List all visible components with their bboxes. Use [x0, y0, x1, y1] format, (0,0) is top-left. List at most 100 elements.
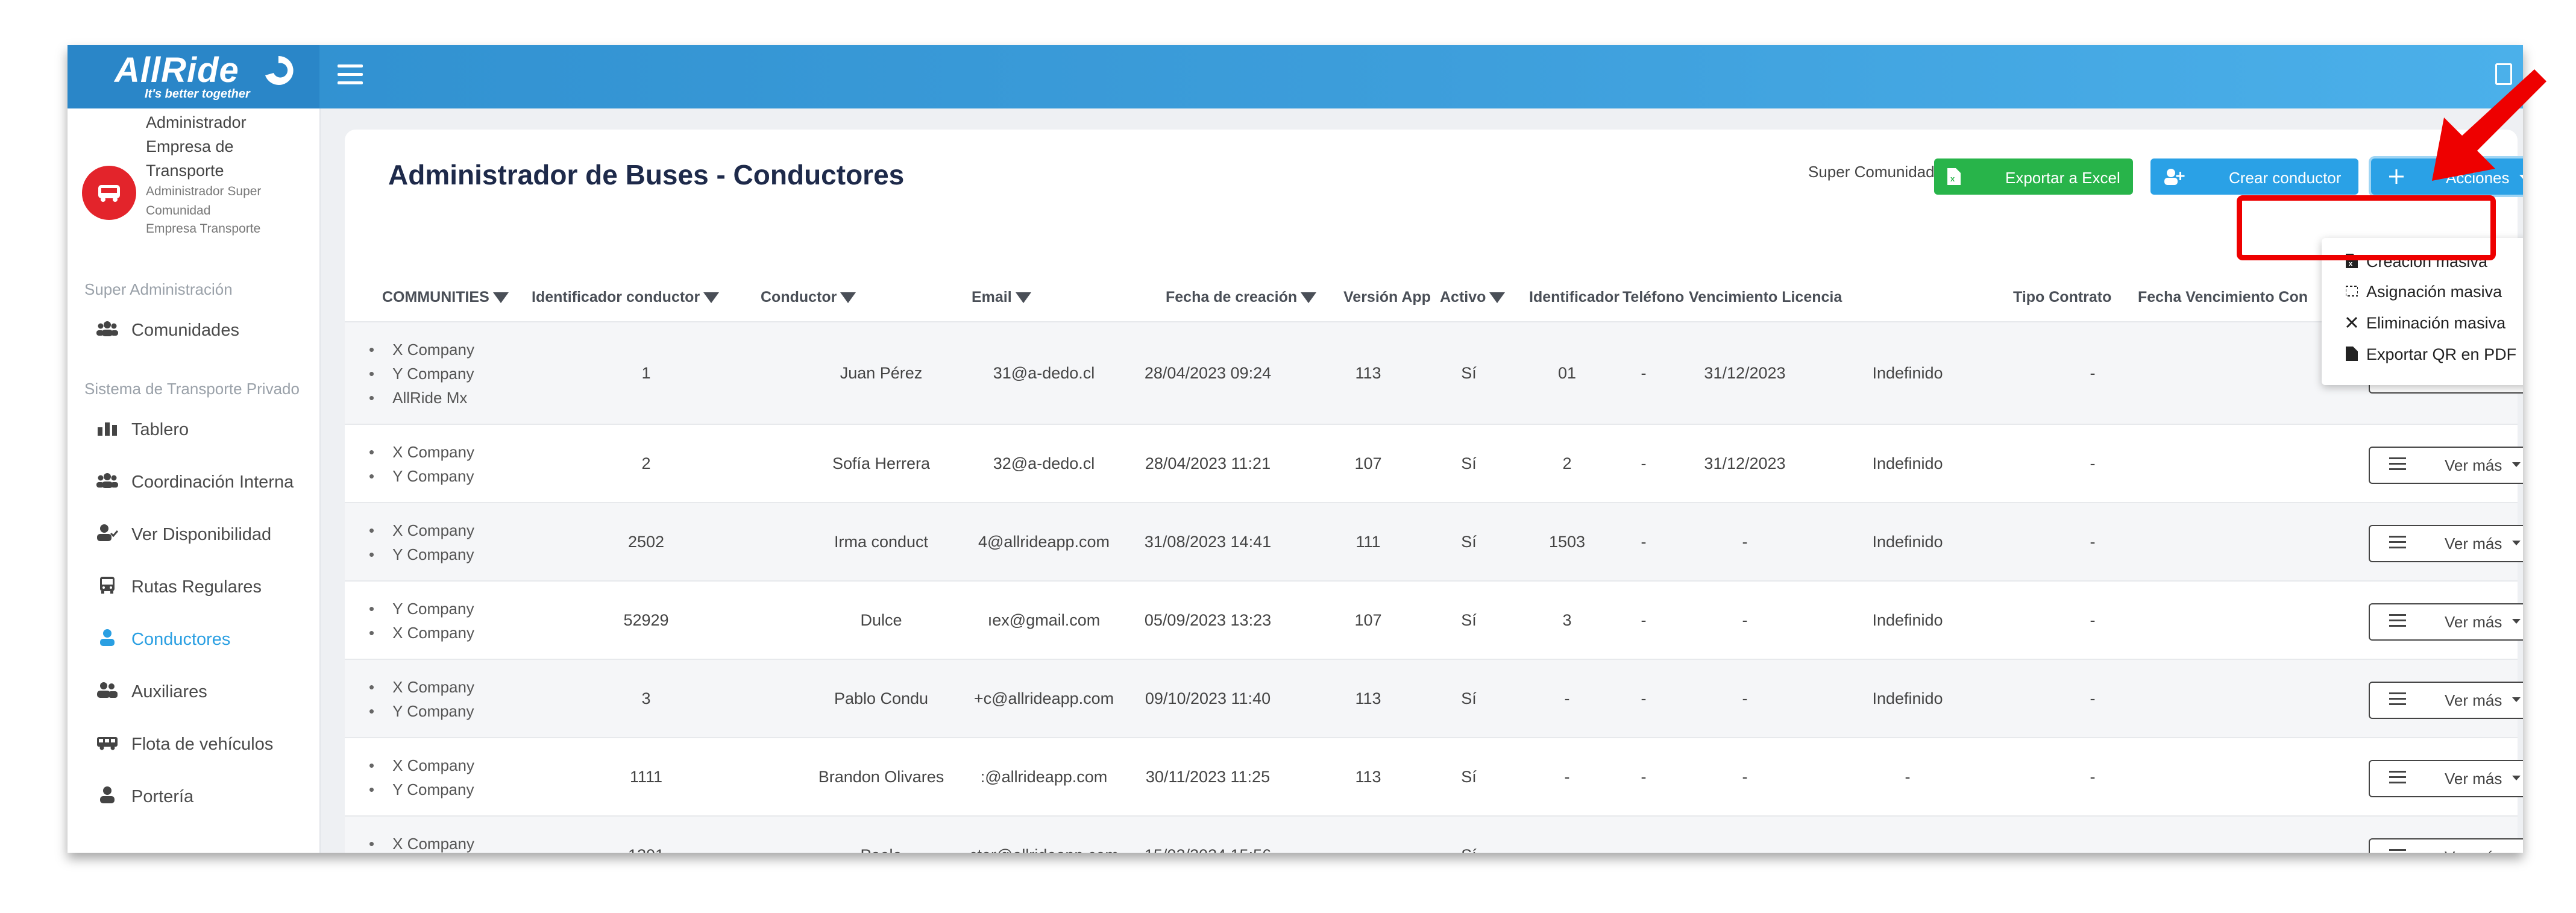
contract-expiry-cell: - — [2090, 454, 2096, 472]
app-version-cell: 107 — [1354, 454, 1382, 472]
filter-icon[interactable] — [1489, 292, 1506, 304]
col-telefono-header[interactable]: Teléfono — [1623, 289, 1684, 306]
sidebar-item-auxiliares[interactable]: Auxiliares — [84, 674, 313, 710]
col-identificador-conductor-header[interactable]: Identificador conductor — [532, 289, 720, 306]
chevron-down-icon — [2512, 541, 2521, 545]
sidebar-item-comunidades[interactable]: Comunidades — [84, 312, 313, 348]
menu-icon[interactable] — [338, 64, 363, 87]
community-item: X Company — [369, 675, 474, 699]
identificador-cell: 1503 — [1548, 533, 1586, 551]
driver-id-cell: 1 — [641, 364, 651, 382]
sidebar-item-disponibilidad[interactable]: Ver Disponibilidad — [84, 516, 313, 553]
excel-file-icon: x — [1947, 168, 1961, 185]
col-conductor-header[interactable]: Conductor — [761, 289, 856, 306]
assign-icon — [2346, 286, 2358, 296]
col-email-header[interactable]: Email — [972, 289, 1031, 306]
export-excel-button[interactable]: x Exportar a Excel — [1934, 158, 2133, 195]
filter-icon[interactable] — [1015, 292, 1031, 304]
community-item: X Company — [369, 832, 474, 853]
app-version-cell: 113 — [1355, 689, 1381, 707]
table-row: X CompanyY CompanyAllRide Mx 1 Juan Pérez 3… — [345, 321, 2523, 425]
created-date-cell: 30/11/2023 11:25 — [1145, 768, 1271, 786]
acciones-button[interactable]: Acciones — [2371, 158, 2523, 195]
avatar — [82, 166, 136, 220]
sidebar-item-label: Conductores — [131, 630, 231, 649]
app-version-cell: - — [1366, 846, 1371, 853]
col-fecha-vencimiento-con-header[interactable]: Fecha Vencimiento Con — [2138, 289, 2308, 306]
driver-name-cell: Sofía Herrera — [832, 454, 931, 472]
chevron-down-icon — [2512, 776, 2521, 780]
sidebar-item-label: Coordinación Interna — [131, 472, 294, 492]
sidebar-item-label: Tablero — [131, 420, 189, 439]
bus-side-icon — [97, 737, 118, 750]
contract-type-cell: Indefinido — [1872, 364, 1943, 382]
crear-conductor-label: Crear conductor — [2229, 169, 2342, 187]
col-fecha-creacion-header[interactable]: Fecha de creación — [1166, 289, 1317, 306]
panel-toggle-icon[interactable] — [2495, 63, 2512, 85]
filter-icon[interactable] — [492, 292, 509, 304]
filter-icon[interactable] — [1301, 292, 1317, 304]
menu-item-label: Asignación masiva — [2366, 283, 2502, 301]
menu-item-exportar-qr[interactable]: Exportar QR en PDF — [2322, 338, 2523, 369]
sidebar-item-coordinacion[interactable]: Coordinación Interna — [84, 464, 313, 500]
sidebar-item-flota[interactable]: Flota de vehículos — [84, 726, 313, 762]
list-icon — [2389, 457, 2406, 474]
created-date-cell: 09/10/2023 11:40 — [1145, 689, 1271, 707]
app-version-cell: 113 — [1355, 768, 1381, 786]
svg-text:x: x — [1950, 174, 1955, 183]
users-icon — [96, 321, 118, 336]
table-row: X CompanyY Company 1301 Paola ctor@allridea… — [345, 815, 2523, 853]
user-role-line: Administrador — [146, 113, 247, 131]
table-row: Y CompanyX Company 52929 Dulce ıex@gmail.co… — [345, 580, 2523, 660]
table-row: X CompanyY Company 2 Sofía Herrera 32@a-ded… — [345, 424, 2523, 503]
close-icon — [2346, 316, 2358, 328]
col-activo-header[interactable]: Activo — [1440, 289, 1506, 306]
filter-icon[interactable] — [703, 292, 720, 304]
community-item: Y Company — [369, 542, 474, 566]
sidebar-item-label: Comunidades — [131, 321, 239, 340]
col-communities-header[interactable]: COMMUNITIES — [382, 289, 509, 306]
logo[interactable]: AllRide It's better together — [68, 45, 319, 108]
menu-item-label: Exportar QR en PDF — [2366, 345, 2517, 363]
col-tipo-contrato-header[interactable]: Tipo Contrato — [2013, 289, 2111, 306]
sidebar-item-tablero[interactable]: Tablero — [84, 412, 313, 448]
chevron-down-icon — [2519, 175, 2523, 180]
ver-mas-button[interactable]: Ver más — [2369, 682, 2523, 719]
col-version-app-header[interactable]: Versión App — [1343, 289, 1431, 306]
sidebar-item-porteria[interactable]: Portería — [84, 779, 313, 815]
contract-type-cell: Indefinido — [1872, 454, 1943, 472]
column-header-label: Email — [972, 289, 1012, 306]
acciones-label: Acciones — [2446, 169, 2510, 187]
ver-mas-button[interactable]: Ver más — [2369, 838, 2523, 853]
user-icon — [100, 786, 115, 803]
column-header-label: Teléfono — [1623, 289, 1685, 306]
ver-mas-button[interactable]: Ver más — [2369, 525, 2523, 562]
driver-id-cell: 2 — [641, 454, 651, 472]
driver-id-cell: 52929 — [623, 611, 669, 629]
active-cell: Sí — [1461, 611, 1477, 629]
identificador-cell: - — [1564, 689, 1570, 707]
driver-id-cell: 1301 — [628, 846, 664, 853]
communities-list: X CompanyY Company — [369, 832, 474, 853]
ver-mas-button[interactable]: Ver más — [2369, 603, 2523, 641]
driver-id-cell: 2502 — [627, 533, 665, 551]
menu-item-eliminacion-masiva[interactable]: Eliminación masiva — [2322, 307, 2523, 338]
license-expiry-cell: - — [1742, 768, 1748, 786]
column-header-label: COMMUNITIES — [382, 289, 489, 306]
ver-mas-button[interactable]: Ver más — [2369, 447, 2523, 484]
filter-icon[interactable] — [840, 292, 856, 304]
contract-expiry-cell: - — [2090, 846, 2096, 853]
ver-mas-button[interactable]: Ver más — [2369, 760, 2523, 797]
driver-name-cell: Pablo Condu — [834, 689, 929, 707]
identificador-cell: - — [1565, 846, 1570, 853]
menu-item-asignacion-masiva[interactable]: Asignación masiva — [2322, 275, 2523, 307]
list-icon — [2389, 692, 2406, 709]
col-vencimiento-licencia-header[interactable]: Vencimiento Licencia — [1689, 289, 1842, 306]
menu-item-creacion-masiva[interactable]: x Creación masiva — [2322, 245, 2523, 277]
sidebar-item-conductores[interactable]: Conductores — [84, 621, 313, 657]
email-cell: +c@allrideapp.com — [973, 689, 1114, 707]
col-identificador-header[interactable]: Identificador — [1529, 289, 1619, 306]
crear-conductor-button[interactable]: Crear conductor — [2150, 158, 2358, 195]
sidebar-item-rutas[interactable]: Rutas Regulares — [84, 569, 313, 605]
email-cell: 32@a-dedo.cl — [993, 454, 1095, 472]
